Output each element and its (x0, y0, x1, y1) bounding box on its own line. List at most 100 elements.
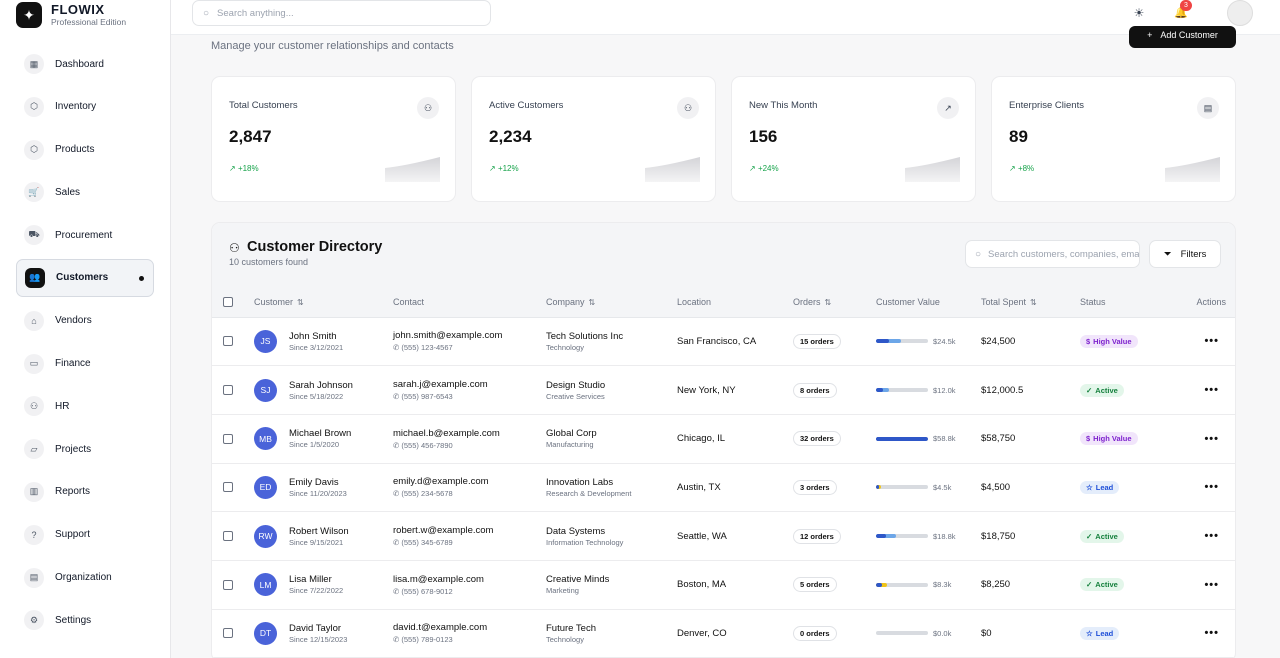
row-checkbox[interactable] (223, 482, 233, 493)
more-actions-icon[interactable]: ••• (1204, 578, 1219, 591)
customer-email[interactable]: john.smith@example.com (393, 330, 503, 342)
status-label: Active (1095, 580, 1118, 590)
table-row[interactable]: MB Michael Brown Since 1/5/2020 michael.b@e… (212, 414, 1235, 464)
sidebar-item-label: Projects (55, 443, 92, 455)
customer-name[interactable]: Lisa Miller (289, 574, 332, 586)
column-contact: Contact (393, 296, 425, 307)
sort-icon[interactable]: ⇅ (824, 297, 832, 307)
global-search[interactable]: ○ (192, 0, 491, 26)
customer-cell[interactable]: RW Robert Wilson Since 9/15/2021 (254, 524, 393, 548)
sidebar-item-products[interactable]: ⬡ Products (16, 131, 154, 169)
total-spent: $18,750 (981, 511, 1080, 561)
company-industry: Manufacturing (546, 440, 594, 450)
directory-search[interactable]: ○ (965, 240, 1140, 268)
row-checkbox[interactable] (223, 579, 233, 590)
sidebar-item-vendors[interactable]: ⌂ Vendors (16, 302, 154, 340)
more-actions-icon[interactable]: ••• (1204, 530, 1219, 543)
more-actions-icon[interactable]: ••• (1204, 481, 1219, 494)
sidebar-item-inventory[interactable]: ⬡ Inventory (16, 88, 154, 126)
orders-badge: 8 orders (793, 382, 837, 398)
sidebar-item-customers[interactable]: 👥 Customers (16, 258, 154, 297)
phone-number: (555) 123-4567 (401, 343, 453, 353)
table-row[interactable]: ED Emily Davis Since 11/20/2023 emily.d@exa… (212, 463, 1235, 513)
company-industry: Research & Development (546, 488, 632, 498)
sidebar-item-projects[interactable]: ▱ Projects (16, 430, 154, 468)
global-search-input[interactable] (217, 7, 490, 19)
sort-icon[interactable]: ⇅ (1030, 297, 1037, 307)
customer-name[interactable]: Sarah Johnson (289, 379, 353, 391)
sidebar-item-dashboard[interactable]: ▦ Dashboard (16, 45, 154, 83)
sidebar-item-label: Finance (55, 358, 91, 370)
more-actions-icon[interactable]: ••• (1204, 335, 1219, 348)
table-row[interactable]: DT David Taylor Since 12/15/2023 david.t@ex… (212, 609, 1235, 658)
truck-icon: ⛟ (24, 225, 44, 246)
column-orders[interactable]: Orders (793, 296, 821, 307)
more-actions-icon[interactable]: ••• (1204, 627, 1219, 640)
value-bar-fill (876, 485, 879, 490)
sidebar-item-label: Sales (55, 186, 81, 198)
table-row[interactable]: LM Lisa Miller Since 7/22/2022 lisa.m@examp… (212, 560, 1235, 610)
customer-email[interactable]: robert.w@example.com (393, 525, 494, 537)
customer-email[interactable]: michael.b@example.com (393, 427, 500, 439)
table-row[interactable]: SJ Sarah Johnson Since 5/18/2022 sarah.j@ex… (212, 365, 1235, 415)
customer-location: New York, NY (677, 365, 793, 415)
customer-name[interactable]: Robert Wilson (289, 525, 349, 537)
user-avatar[interactable] (1227, 0, 1253, 26)
avatar: RW (254, 524, 277, 548)
customer-cell[interactable]: LM Lisa Miller Since 7/22/2022 (254, 573, 393, 597)
sun-icon[interactable]: ☀ (1133, 6, 1145, 20)
filters-button[interactable]: ⏷ Filters (1149, 240, 1221, 268)
sidebar-item-procurement[interactable]: ⛟ Procurement (16, 216, 154, 254)
sidebar-item-label: HR (55, 400, 70, 412)
table-row[interactable]: RW Robert Wilson Since 9/15/2021 robert.w@e… (212, 511, 1235, 561)
customer-cell[interactable]: ED Emily Davis Since 11/20/2023 (254, 475, 393, 499)
customer-name[interactable]: John Smith (289, 330, 337, 342)
column-company[interactable]: Company (546, 296, 585, 307)
sidebar-item-finance[interactable]: ▭ Finance (16, 345, 154, 383)
customer-email[interactable]: david.t@example.com (393, 622, 488, 634)
customer-cell[interactable]: DT David Taylor Since 12/15/2023 (254, 621, 393, 645)
row-checkbox[interactable] (223, 531, 233, 542)
avatar: MB (254, 427, 277, 451)
select-all-checkbox[interactable] (223, 297, 233, 308)
customer-since: Since 1/5/2020 (289, 440, 340, 450)
directory-search-input[interactable] (988, 248, 1139, 260)
sidebar-item-support[interactable]: ? Support (16, 516, 154, 554)
row-checkbox[interactable] (223, 433, 233, 444)
customer-name[interactable]: Emily Davis (289, 476, 339, 488)
customer-email[interactable]: lisa.m@example.com (393, 573, 484, 585)
sidebar-item-hr[interactable]: ⚇ HR (16, 387, 154, 425)
customer-cell[interactable]: MB Michael Brown Since 1/5/2020 (254, 427, 393, 451)
phone-number: (555) 987-6543 (401, 392, 453, 402)
sidebar-item-sales[interactable]: 🛒 Sales (16, 173, 154, 211)
row-checkbox[interactable] (223, 336, 233, 347)
row-checkbox[interactable] (223, 628, 233, 639)
column-total-spent[interactable]: Total Spent (981, 296, 1027, 307)
sort-icon[interactable]: ⇅ (588, 297, 596, 307)
customer-name[interactable]: Michael Brown (289, 428, 352, 440)
sidebar-item-settings[interactable]: ⚙ Settings (16, 601, 154, 639)
column-customer[interactable]: Customer (254, 296, 294, 307)
brand[interactable]: ✦ FLOWIX Professional Edition (16, 0, 126, 30)
customer-name[interactable]: David Taylor (289, 622, 342, 634)
customer-location: Chicago, IL (677, 414, 793, 464)
customer-value: $4.5k (876, 483, 981, 492)
customer-cell[interactable]: JS John Smith Since 3/12/2021 (254, 329, 393, 353)
customer-email[interactable]: sarah.j@example.com (393, 379, 488, 391)
status-label: High Value (1093, 336, 1132, 346)
stat-card-new-this-month: New This Month ↗ 156 ↗ +24% (731, 76, 976, 202)
more-actions-icon[interactable]: ••• (1204, 432, 1219, 445)
stat-trend-value: +8% (1017, 164, 1035, 173)
row-checkbox[interactable] (223, 385, 233, 396)
customer-cell[interactable]: SJ Sarah Johnson Since 5/18/2022 (254, 378, 393, 402)
sidebar-item-reports[interactable]: ▥ Reports (16, 473, 154, 511)
cart-icon: 🛒 (24, 182, 44, 203)
sort-icon[interactable]: ⇅ (297, 297, 304, 307)
table-row[interactable]: JS John Smith Since 3/12/2021 john.smith@ex… (212, 317, 1235, 367)
add-customer-button[interactable]: + Add Customer (1129, 26, 1236, 48)
avatar: JS (254, 329, 277, 353)
customer-email[interactable]: emily.d@example.com (393, 476, 489, 488)
sidebar-item-organization[interactable]: ▤ Organization (16, 559, 154, 597)
more-actions-icon[interactable]: ••• (1204, 384, 1219, 397)
customer-since: Since 7/22/2022 (289, 586, 344, 596)
